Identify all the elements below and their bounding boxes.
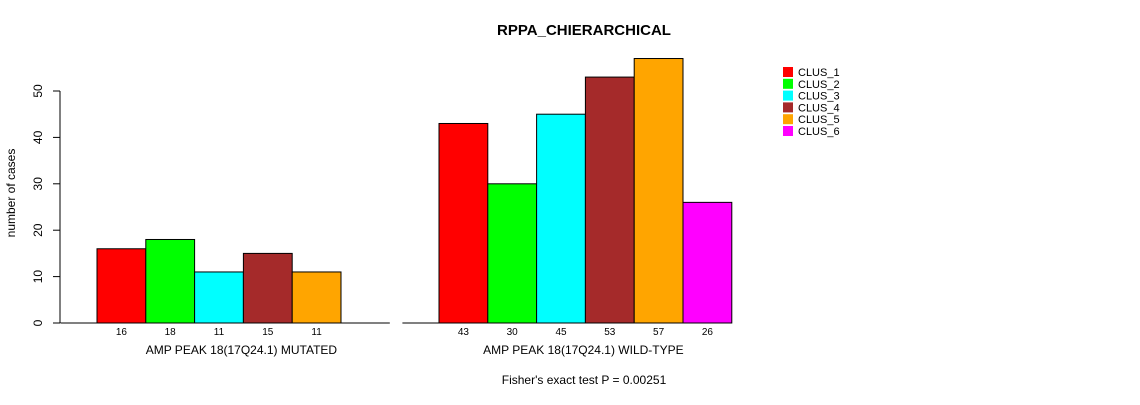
bar-value-label: 26 — [702, 327, 714, 338]
legend-label: CLUS_1 — [798, 67, 840, 79]
legend-item: CLUS_2 — [783, 78, 840, 91]
bar — [96, 248, 147, 324]
bar-value-label: 43 — [458, 327, 470, 338]
group-label: AMP PEAK 18(17Q24.1) MUTATED — [146, 343, 338, 357]
bar — [438, 122, 489, 324]
bar — [487, 183, 538, 324]
y-axis-label: number of cases — [4, 149, 18, 238]
legend-label: CLUS_4 — [798, 102, 840, 114]
legend-swatch — [783, 90, 793, 101]
bar — [291, 271, 342, 324]
bar — [145, 238, 196, 324]
legend-label: CLUS_3 — [798, 91, 840, 103]
bars: 16 18 11 15 11 AMP PEAK 18(17Q24.1) MUTATED 43… — [60, 58, 733, 357]
bar — [242, 252, 293, 324]
bar-value-label: 18 — [165, 327, 177, 338]
bar — [536, 113, 586, 324]
bar-value-label: 45 — [555, 327, 567, 338]
y-tick-label: 50 — [31, 84, 45, 98]
legend-item: CLUS_1 — [783, 67, 840, 79]
group-label: AMP PEAK 18(17Q24.1) WILD-TYPE — [483, 343, 684, 357]
bar — [633, 58, 684, 324]
legend-label: CLUS_6 — [798, 126, 840, 138]
legend-swatch — [783, 78, 793, 89]
legend-item: CLUS_4 — [783, 102, 840, 114]
bar-value-label: 16 — [116, 327, 128, 338]
bar — [584, 76, 635, 324]
bar-value-label: 57 — [653, 327, 665, 338]
y-tick-label: 20 — [31, 223, 45, 237]
legend-item: CLUS_5 — [783, 114, 840, 126]
legend-item: CLUS_6 — [783, 126, 840, 138]
y-tick-label: 10 — [31, 270, 45, 284]
y-tick-label: 40 — [31, 130, 45, 144]
legend-label: CLUS_5 — [798, 114, 840, 126]
bar-group: 43 30 45 53 57 26 AMP PEAK 18(17Q24.1) WILD-TY… — [402, 58, 733, 357]
bar-group: 16 18 11 15 11 AMP PEAK 18(17Q24.1) MUTATED — [60, 238, 390, 357]
y-axis: 0 10 20 30 40 50 — [31, 84, 61, 326]
legend-swatch — [783, 114, 793, 125]
bar — [194, 271, 244, 324]
fisher-test-footnote: Fisher's exact test P = 0.00251 — [502, 373, 667, 387]
chart-title: RPPA_CHIERARCHICAL — [497, 22, 671, 39]
legend-swatch — [783, 126, 793, 136]
y-tick-label: 30 — [31, 177, 45, 191]
bar — [682, 201, 733, 324]
legend-item: CLUS_3 — [783, 90, 840, 103]
legend-swatch — [783, 102, 793, 113]
bar-value-label: 15 — [262, 327, 274, 338]
bar-value-label: 11 — [311, 327, 322, 338]
bar-value-label: 53 — [604, 327, 616, 338]
legend-swatch — [783, 67, 793, 77]
y-tick-label: 0 — [31, 319, 45, 326]
bar-value-label: 30 — [507, 327, 519, 338]
legend-label: CLUS_2 — [798, 79, 840, 91]
bar-value-label: 11 — [214, 327, 225, 338]
